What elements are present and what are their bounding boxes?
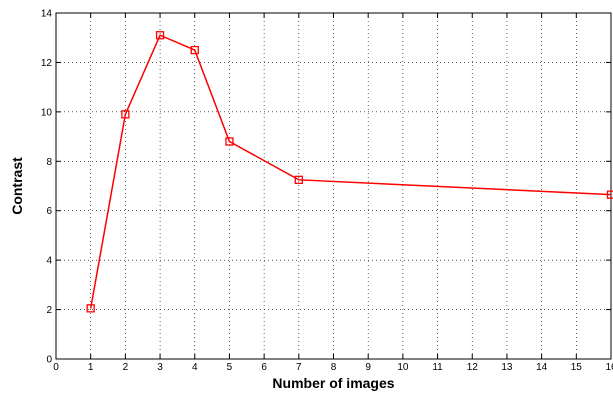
series-line	[89, 34, 612, 309]
x-tick-label: 15	[571, 362, 583, 373]
x-tick-label: 8	[331, 362, 337, 373]
data-point	[294, 175, 303, 184]
x-tick-label: 0	[53, 362, 59, 373]
x-tick-label: 4	[192, 362, 198, 373]
y-tick-label: 2	[46, 305, 52, 316]
x-axis-label: Number of images	[272, 375, 394, 391]
x-tick-label: 13	[501, 362, 513, 373]
x-tick-label: 10	[397, 362, 409, 373]
x-tick-label: 7	[296, 362, 302, 373]
y-tick-label: 6	[46, 206, 52, 217]
data-point	[190, 45, 199, 55]
x-tick-label: 11	[432, 362, 443, 373]
y-tick-label: 12	[41, 58, 53, 69]
x-tick-label: 5	[227, 362, 233, 373]
data-point	[121, 110, 130, 119]
x-tick-label: 16	[605, 362, 613, 373]
y-tick-label: 14	[41, 9, 53, 20]
x-tick-label: 9	[365, 362, 371, 373]
y-axis-label: Contrast	[9, 157, 25, 215]
data-point	[606, 190, 613, 199]
y-tick-label: 0	[46, 355, 52, 366]
x-tick-label: 1	[88, 362, 94, 373]
x-tick-label: 14	[536, 362, 548, 373]
axis-ticks: 01234567891011121314151602468101214	[41, 9, 613, 374]
series-group	[86, 31, 613, 313]
x-tick-label: 12	[467, 362, 479, 373]
y-tick-label: 10	[41, 107, 53, 118]
data-point	[155, 31, 165, 40]
x-tick-label: 2	[123, 362, 129, 373]
data-point	[86, 304, 95, 313]
y-tick-label: 8	[46, 157, 52, 168]
data-point	[225, 137, 234, 146]
y-tick-label: 4	[46, 256, 52, 267]
x-tick-label: 3	[157, 362, 163, 373]
x-tick-label: 6	[261, 362, 267, 373]
